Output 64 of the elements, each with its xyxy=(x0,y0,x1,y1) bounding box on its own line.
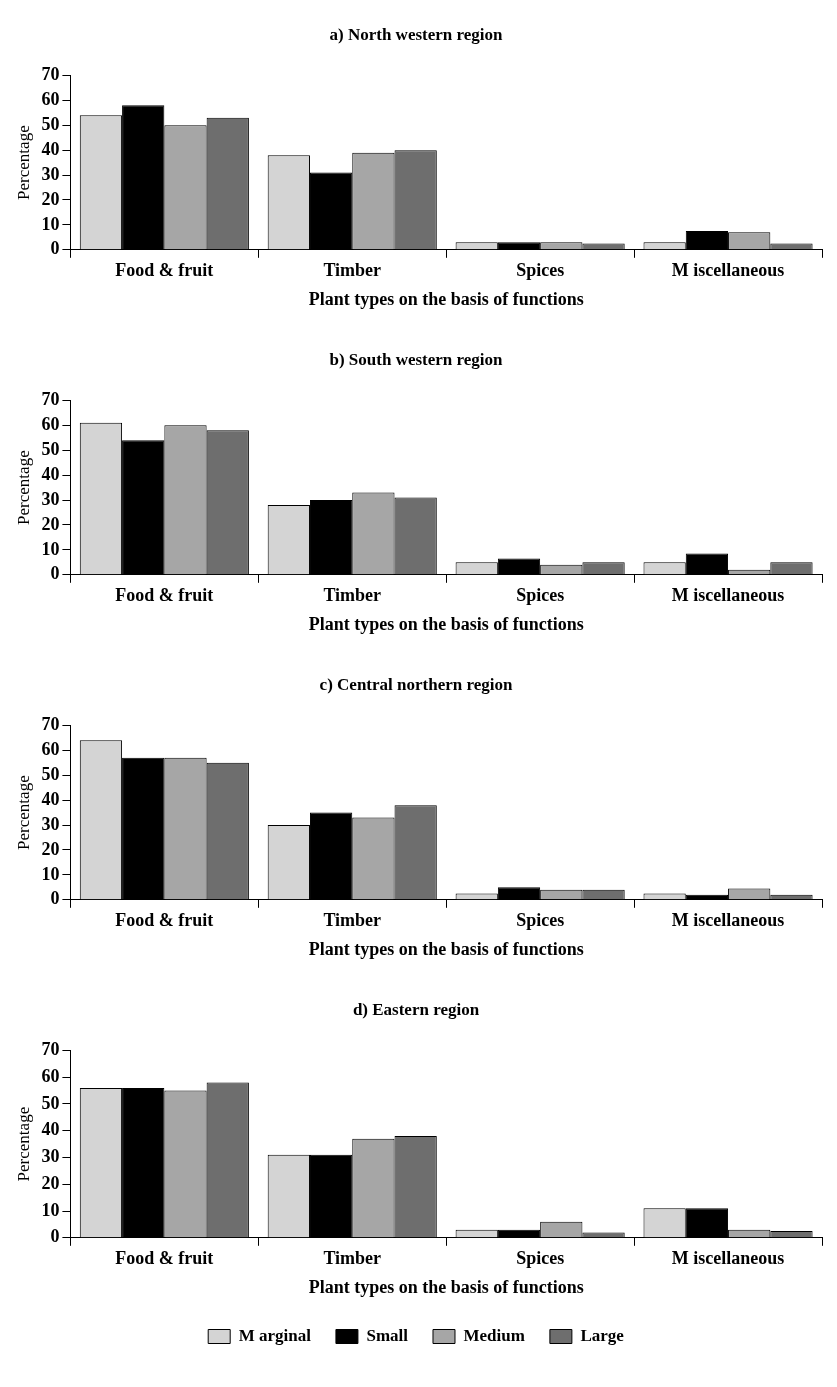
y-tick-label: 10 xyxy=(41,213,60,234)
x-tick-label: Spices xyxy=(516,910,565,931)
x-tick-label: M iscellaneous xyxy=(671,910,785,931)
y-tick-label: 30 xyxy=(41,163,60,184)
x-tick-label: Timber xyxy=(323,1248,382,1269)
y-axis-title: Percentage xyxy=(13,775,33,850)
y-tick-label: 10 xyxy=(41,1199,60,1220)
x-tick-label: Food & fruit xyxy=(115,585,214,606)
x-tick-label: Spices xyxy=(516,585,565,606)
x-tick-label: Food & fruit xyxy=(115,910,214,931)
chart-title: b) South western region xyxy=(329,349,504,369)
y-tick-label: 10 xyxy=(41,863,60,884)
x-tick-label: Spices xyxy=(516,260,565,281)
y-tick-label: 50 xyxy=(41,1092,60,1113)
x-axis-title: Plant types on the basis of functions xyxy=(308,613,584,634)
y-tick-label: 10 xyxy=(41,538,60,559)
x-tick-label: Timber xyxy=(323,585,382,606)
x-tick-label: M iscellaneous xyxy=(671,585,785,606)
x-tick-label: Spices xyxy=(516,1248,565,1269)
chart-title: a) North western region xyxy=(329,24,504,44)
y-tick-label: 50 xyxy=(41,438,60,459)
y-tick-label: 70 xyxy=(41,714,60,735)
y-tick-label: 40 xyxy=(41,463,60,484)
x-tick-label: Food & fruit xyxy=(115,1248,214,1269)
y-tick-label: 40 xyxy=(41,138,60,159)
y-tick-label: 60 xyxy=(41,88,60,109)
y-tick-label: 50 xyxy=(41,763,60,784)
y-tick-label: 0 xyxy=(50,1226,60,1247)
y-tick-label: 20 xyxy=(41,1172,60,1193)
chart-title: c) Central northern region xyxy=(319,674,513,694)
y-tick-label: 60 xyxy=(41,413,60,434)
y-tick-label: 40 xyxy=(41,788,60,809)
legend-label: Medium xyxy=(463,1325,525,1345)
x-axis-title: Plant types on the basis of functions xyxy=(308,938,584,959)
x-tick-label: M iscellaneous xyxy=(671,260,785,281)
y-tick-label: 60 xyxy=(41,1065,60,1086)
y-tick-label: 70 xyxy=(41,64,60,85)
y-tick-label: 0 xyxy=(50,563,60,584)
y-tick-label: 20 xyxy=(41,188,60,209)
y-tick-label: 30 xyxy=(41,1146,60,1167)
y-axis-title: Percentage xyxy=(13,125,33,200)
y-axis-title: Percentage xyxy=(13,1106,33,1182)
y-tick-label: 20 xyxy=(41,838,60,859)
y-tick-label: 30 xyxy=(41,488,60,509)
y-tick-label: 70 xyxy=(41,389,60,410)
chart-title: d) Eastern region xyxy=(352,999,480,1019)
legend-label: Large xyxy=(580,1325,625,1345)
y-tick-label: 0 xyxy=(50,888,60,909)
x-tick-label: M iscellaneous xyxy=(671,1248,785,1269)
x-axis-title: Plant types on the basis of functions xyxy=(308,1276,584,1297)
y-axis-title: Percentage xyxy=(13,450,33,525)
y-tick-label: 50 xyxy=(41,113,60,134)
y-tick-label: 20 xyxy=(41,513,60,534)
y-tick-label: 40 xyxy=(41,1119,60,1140)
x-tick-label: Timber xyxy=(323,260,382,281)
legend-label: M arginal xyxy=(238,1325,312,1345)
x-tick-label: Timber xyxy=(323,910,382,931)
x-axis-title: Plant types on the basis of functions xyxy=(308,288,584,309)
legend-label: Small xyxy=(366,1325,409,1345)
x-tick-label: Food & fruit xyxy=(115,260,214,281)
y-tick-label: 70 xyxy=(41,1039,60,1060)
y-tick-label: 60 xyxy=(41,738,60,759)
y-tick-label: 0 xyxy=(50,238,60,259)
y-tick-label: 30 xyxy=(41,813,60,834)
